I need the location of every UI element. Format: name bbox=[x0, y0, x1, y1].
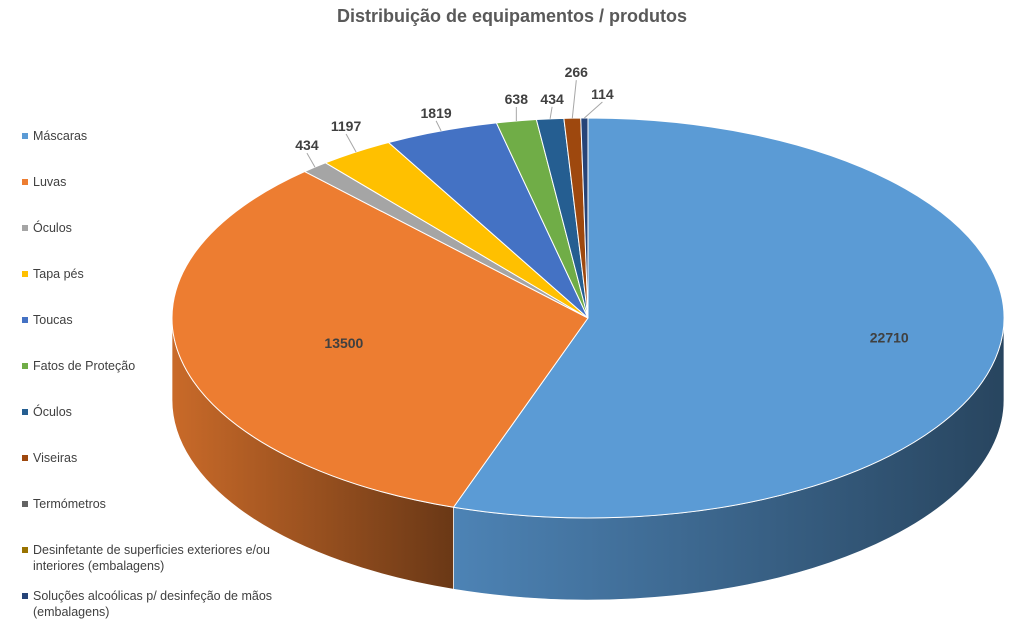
legend-label: Desinfetante de superficies exteriores e… bbox=[33, 543, 270, 573]
legend-swatch bbox=[22, 409, 28, 415]
legend-item: Desinfetante de superficies exteriores e… bbox=[22, 542, 302, 588]
legend-item: Soluções alcoólicas p/ desinfeção de mão… bbox=[22, 588, 302, 632]
legend-item: Óculos bbox=[22, 404, 302, 450]
leader-line bbox=[571, 80, 577, 119]
data-label: 13500 bbox=[324, 335, 363, 351]
legend-label: Toucas bbox=[33, 313, 73, 327]
legend-item: Viseiras bbox=[22, 450, 302, 496]
legend-label: Soluções alcoólicas p/ desinfeção de mão… bbox=[33, 589, 273, 619]
legend-label: Fatos de Proteção bbox=[33, 359, 136, 373]
legend-label: Tapa pés bbox=[33, 267, 84, 281]
pie-slice-1 bbox=[171, 170, 589, 508]
data-label: 114 bbox=[591, 86, 614, 102]
legend-label: Máscaras bbox=[33, 129, 88, 143]
data-label: 22710 bbox=[870, 330, 909, 346]
legend-item: Tapa pés bbox=[22, 266, 302, 312]
legend-swatch bbox=[22, 593, 28, 599]
legend-item: Fatos de Proteção bbox=[22, 358, 302, 404]
legend-swatch bbox=[22, 501, 28, 507]
legend-swatch bbox=[22, 455, 28, 461]
legend-swatch bbox=[22, 271, 28, 277]
leader-line bbox=[584, 101, 603, 119]
data-label: 1819 bbox=[421, 105, 452, 121]
legend-item: Máscaras bbox=[22, 128, 302, 174]
pie-slice-0 bbox=[452, 117, 1005, 519]
legend-swatch bbox=[22, 179, 28, 185]
data-label: 434 bbox=[295, 137, 319, 153]
leader-line bbox=[549, 106, 553, 119]
legend-swatch bbox=[22, 133, 28, 139]
legend-item: Termómetros bbox=[22, 496, 302, 542]
leader-line bbox=[306, 152, 316, 168]
legend-label: Termómetros bbox=[33, 497, 106, 511]
legend-swatch bbox=[22, 225, 28, 231]
legend-item: Óculos bbox=[22, 220, 302, 266]
chart-title: Distribuição de equipamentos / produtos bbox=[336, 6, 688, 26]
data-label: 1197 bbox=[331, 118, 362, 134]
data-label: 638 bbox=[505, 91, 529, 107]
leader-line bbox=[435, 120, 442, 132]
legend-swatch bbox=[22, 317, 28, 323]
legend-swatch bbox=[22, 363, 28, 369]
data-label: 266 bbox=[565, 64, 589, 80]
legend-label: Viseiras bbox=[33, 451, 78, 465]
legend-swatch bbox=[22, 547, 28, 553]
legend-item: Toucas bbox=[22, 312, 302, 358]
legend-label: Óculos bbox=[33, 405, 72, 419]
leader-line bbox=[345, 133, 357, 153]
legend: Máscaras Luvas Óculos Tapa pés Toucas Fatos d… bbox=[22, 128, 302, 632]
data-label: 434 bbox=[540, 91, 564, 107]
legend-item: Luvas bbox=[22, 174, 302, 220]
legend-label: Luvas bbox=[33, 175, 67, 189]
legend-label: Óculos bbox=[33, 221, 72, 235]
